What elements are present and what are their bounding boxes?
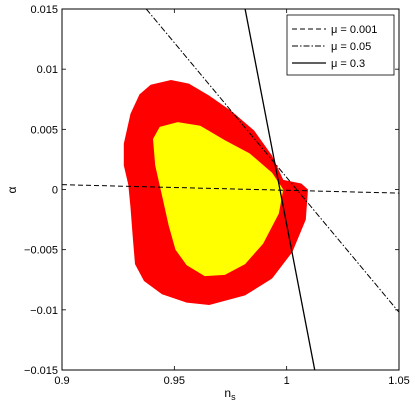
legend-label-mu-0.05: μ = 0.05 [331, 41, 371, 53]
x-axis-label: ns [224, 386, 236, 402]
x-axis-label-subscript: s [231, 392, 236, 402]
line-mu-0.001 [62, 184, 399, 194]
line-mu-0.05 [145, 9, 399, 313]
y-tick-label: −0.015 [24, 365, 58, 377]
line-mu-0.3 [244, 9, 316, 370]
y-tick-label: 0.01 [37, 64, 58, 76]
x-tick-label: 0.9 [54, 375, 69, 387]
legend-box [286, 14, 395, 76]
y-tick-label: 0 [52, 185, 58, 197]
inner-contour-region [153, 122, 284, 277]
x-tick-label: 1 [284, 375, 290, 387]
y-tick-label: −0.01 [30, 305, 58, 317]
y-tick-label: 0.015 [30, 4, 58, 16]
legend-label-mu-0.001: μ = 0.001 [331, 24, 377, 36]
legend-label-mu-0.3: μ = 0.3 [331, 58, 365, 70]
y-axis-label: α [5, 186, 19, 193]
x-tick-label: 1.05 [388, 375, 409, 387]
legend: μ = 0.001 μ = 0.05 μ = 0.3 [286, 14, 395, 76]
y-tick-label: −0.005 [24, 245, 58, 257]
x-tick-label: 0.95 [164, 375, 185, 387]
y-tick-label: 0.005 [30, 124, 58, 136]
